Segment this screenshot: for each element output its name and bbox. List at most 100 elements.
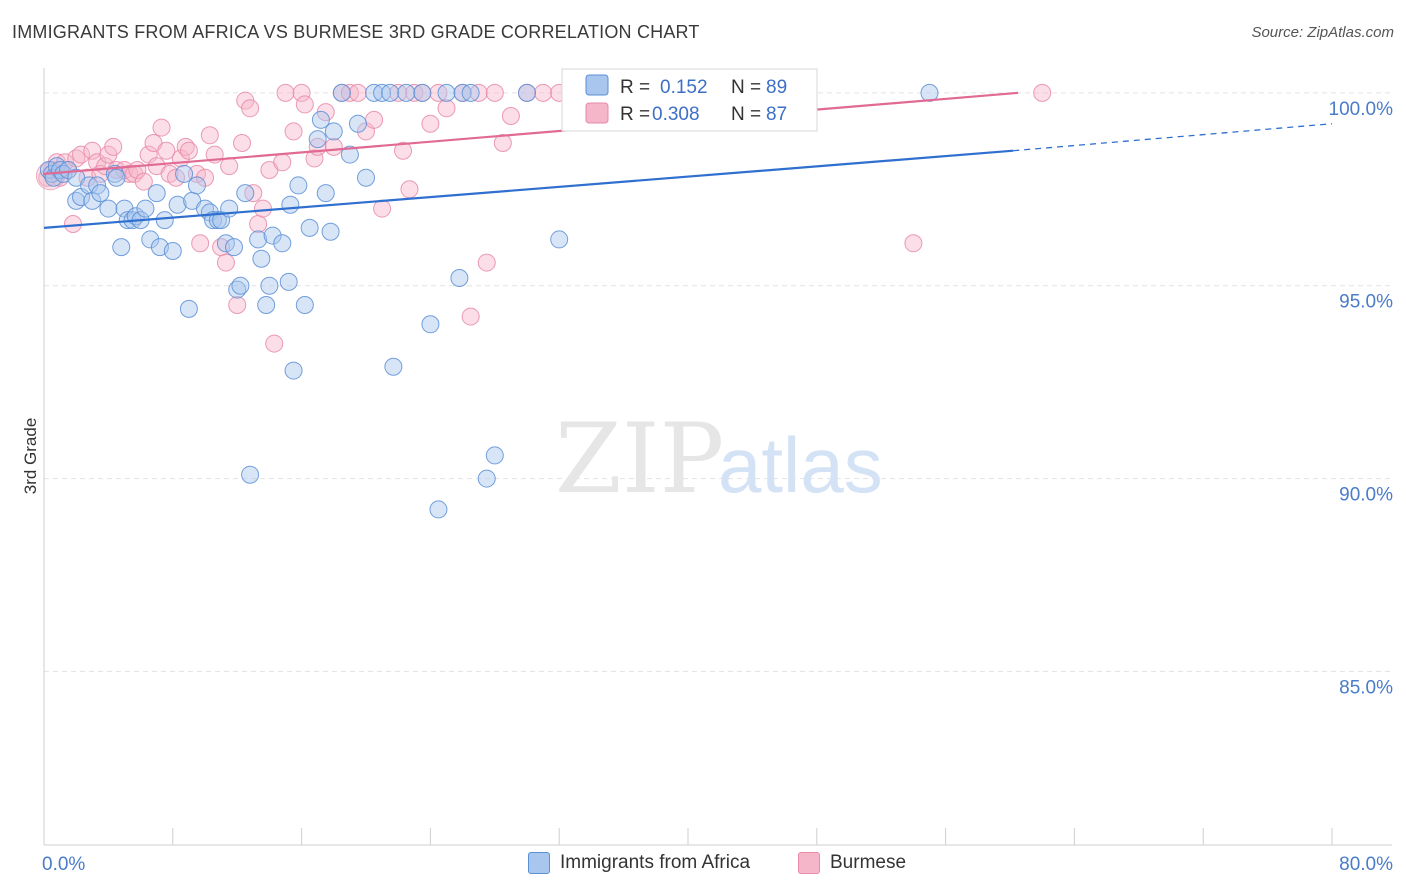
burmese-swatch: [585, 102, 609, 124]
africa-point-74: [429, 500, 448, 519]
africa-point-29: [168, 195, 187, 214]
stats-legend-box: R = 0.152 N = 89 R = 0.308 N = 87: [561, 68, 818, 132]
africa-point-62: [324, 122, 343, 141]
burmese-point-76: [485, 83, 504, 102]
africa-point-64: [340, 145, 359, 164]
africa-point-54: [284, 361, 303, 380]
y-tick-label-0: 85.0%: [1339, 677, 1393, 698]
africa-point-43: [231, 276, 250, 295]
africa-point-69: [381, 83, 400, 102]
burmese-point-50: [276, 83, 295, 102]
africa-point-66: [357, 168, 375, 187]
y-tick-label-1: 90.0%: [1339, 485, 1393, 506]
stats-row-africa: R = 0.152 N = 89: [585, 74, 787, 98]
africa-point-33: [187, 176, 206, 195]
burmese-point-73: [461, 307, 480, 326]
burmese-trend-line: [43, 91, 1019, 175]
africa-points: [39, 83, 939, 519]
africa-point-31: [179, 299, 198, 318]
burmese-point-75: [477, 253, 496, 272]
africa-point-63: [332, 83, 351, 102]
africa-point-56: [295, 296, 314, 314]
burmese-point-15: [104, 137, 123, 156]
africa-point-72: [413, 83, 432, 102]
burmese-point-41: [233, 134, 252, 152]
burmese-point-46: [253, 199, 272, 218]
africa-point-70: [384, 357, 403, 376]
watermark: ZIP atlas: [555, 403, 883, 515]
burmese-point-25: [152, 118, 171, 137]
burmese-point-77: [493, 134, 512, 152]
africa-point-51: [273, 234, 292, 253]
bottom-legend: Immigrants from Africa Burmese: [0, 850, 1406, 880]
burmese-point-38: [216, 253, 235, 272]
burmese-point-8: [72, 145, 91, 164]
axes-layer: [43, 68, 1392, 846]
legend-label-burmese: Burmese: [830, 852, 907, 873]
burmese-point-69: [421, 114, 440, 133]
africa-point-28: [163, 242, 182, 260]
x-tick-label-max: 80.0%: [1339, 854, 1393, 875]
burmese-point-57: [324, 137, 343, 156]
grid-layer: [44, 92, 1392, 672]
burmese-point-51: [284, 122, 303, 141]
africa-point-24: [141, 230, 160, 249]
africa-n-label: N =: [731, 77, 761, 98]
burmese-point-78: [501, 107, 520, 125]
burmese-point-21: [134, 172, 153, 191]
burmese-point-54: [305, 149, 324, 168]
africa-point-76: [450, 269, 469, 287]
africa-point-61: [321, 222, 340, 241]
africa-point-52: [279, 272, 298, 291]
burmese-point-71: [437, 99, 456, 118]
burmese-point-13: [96, 157, 115, 176]
africa-point-41: [224, 238, 243, 257]
africa-point-23: [136, 199, 155, 218]
trend-layer: [43, 91, 1333, 229]
chart-title: IMMIGRANTS FROM AFRICA VS BURMESE 3RD GR…: [12, 22, 700, 42]
legend-item-burmese[interactable]: Burmese: [798, 852, 906, 874]
africa-r-value: 0.152: [660, 77, 708, 98]
africa-point-30: [175, 164, 194, 183]
legend-swatch-burmese: [798, 852, 820, 874]
burmese-n-value: 87: [766, 104, 787, 125]
africa-point-79: [477, 469, 496, 488]
africa-point-73: [421, 315, 440, 334]
africa-point-88: [920, 83, 939, 102]
y-tick-labels: 85.0% 90.0% 95.0% 100.0%: [1329, 99, 1394, 699]
africa-point-60: [316, 184, 335, 203]
burmese-r-label: R =: [620, 104, 650, 125]
africa-point-50: [263, 226, 282, 245]
africa-point-57: [300, 218, 319, 237]
africa-point-17: [112, 238, 131, 257]
africa-point-16: [107, 168, 126, 187]
africa-point-58: [308, 130, 327, 149]
africa-point-55: [289, 176, 308, 195]
africa-point-25: [147, 184, 166, 203]
legend-item-africa[interactable]: Immigrants from Africa: [528, 852, 750, 874]
burmese-n-label: N =: [731, 104, 761, 125]
africa-point-27: [155, 211, 174, 230]
watermark-atlas: atlas: [718, 421, 883, 509]
y-axis-label: 3rd Grade: [21, 418, 40, 495]
x-tick-label-min: 0.0%: [42, 854, 85, 875]
burmese-r-value: 0.308: [652, 104, 700, 125]
burmese-point-60: [348, 83, 367, 102]
africa-swatch: [585, 74, 609, 96]
africa-point-59: [311, 110, 330, 129]
burmese-point-62: [365, 110, 384, 129]
africa-point-44: [236, 184, 255, 203]
africa-point-48: [257, 296, 276, 314]
africa-point-53: [281, 195, 300, 214]
burmese-point-45: [249, 215, 268, 233]
africa-trend-extension: [1013, 123, 1333, 152]
burmese-point-26: [157, 141, 176, 160]
africa-point-14: [99, 199, 118, 218]
africa-n-value: 89: [766, 77, 787, 98]
africa-point-81: [518, 83, 536, 102]
chart-source: Source: ZipAtlas.com: [1251, 24, 1394, 41]
burmese-point-49: [273, 153, 292, 172]
y-tick-label-3: 100.0%: [1329, 99, 1394, 120]
africa-point-80: [485, 446, 504, 465]
africa-point-82: [550, 230, 569, 249]
